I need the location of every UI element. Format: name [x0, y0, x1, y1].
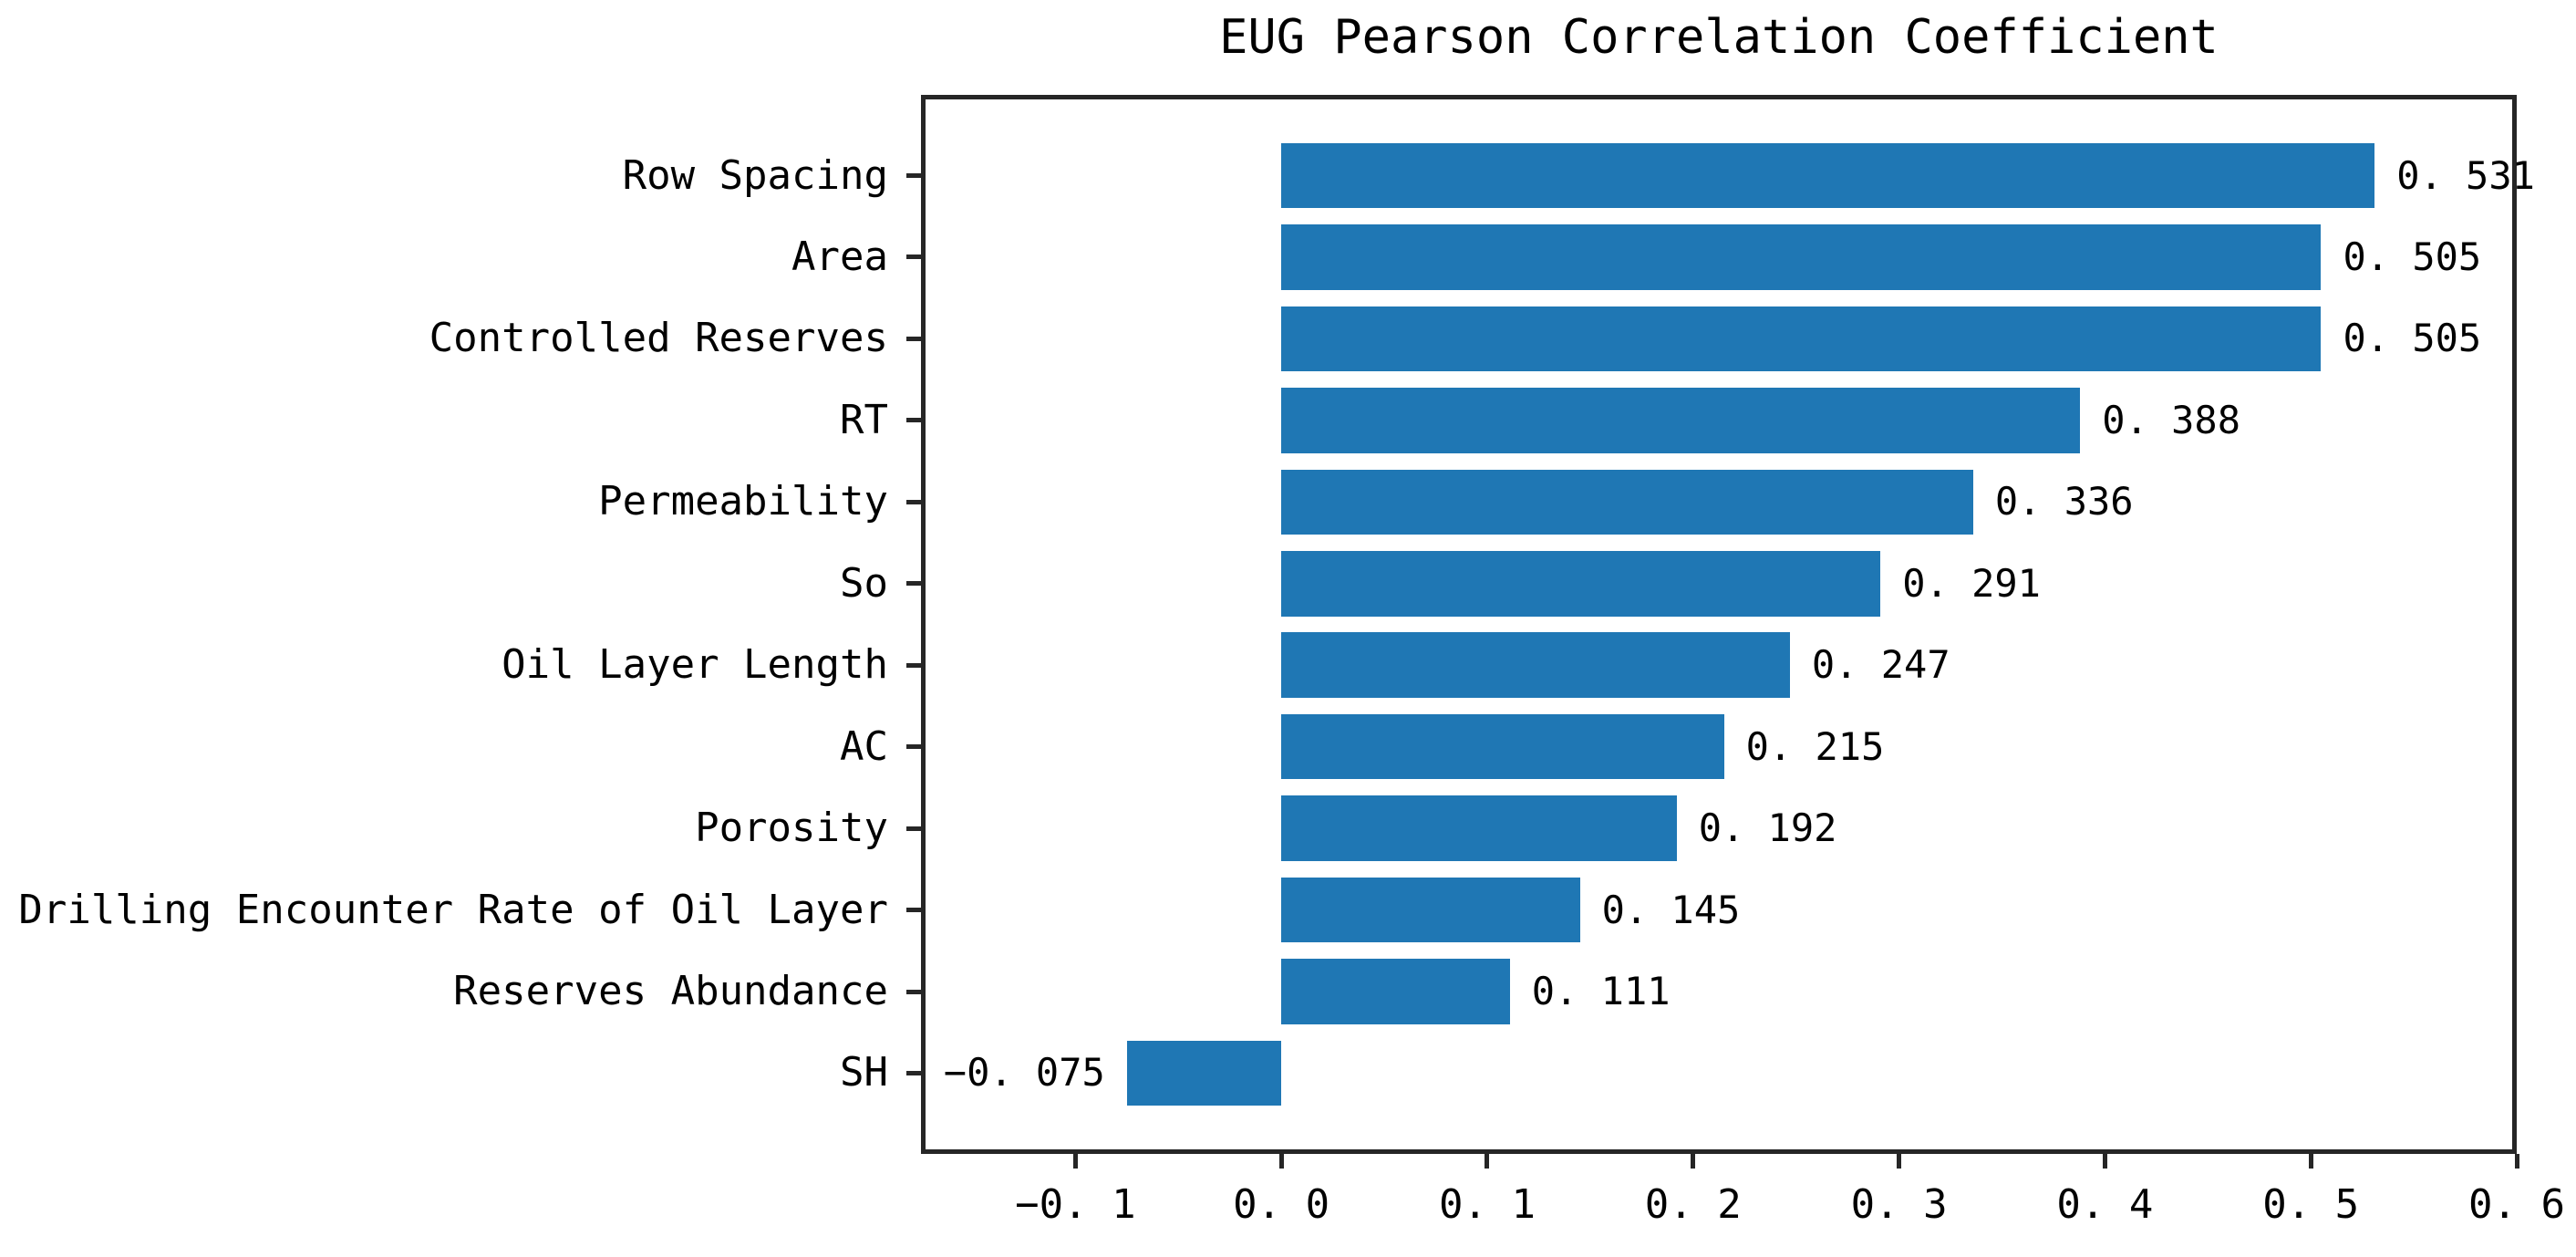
value-label-rt: 0. 388: [2102, 397, 2240, 442]
y-tick-sh: [906, 1070, 921, 1075]
x-tick-label-0: 0. 0: [1233, 1181, 1330, 1228]
category-label-oil-layer-length: Oil Layer Length: [502, 641, 888, 689]
x-tick-label--0.1: −0. 1: [1015, 1181, 1136, 1228]
bar-controlled-reserves: [1281, 306, 2322, 372]
bar-porosity: [1281, 795, 1677, 861]
bar-reserves-abundance: [1281, 959, 1510, 1024]
x-tick-label-0.6: 0. 6: [2468, 1181, 2565, 1228]
x-tick-label-0.2: 0. 2: [1644, 1181, 1742, 1228]
bar-ac: [1281, 713, 1724, 780]
x-tick-label-0.1: 0. 1: [1438, 1181, 1536, 1228]
y-tick-so: [906, 581, 921, 587]
value-label-reserves-abundance: 0. 111: [1531, 969, 1671, 1013]
value-label-row-spacing: 0. 531: [2396, 152, 2535, 198]
bar-so: [1281, 550, 1881, 617]
value-label-area: 0. 505: [2343, 234, 2482, 279]
y-tick-controlled-reserves: [906, 336, 921, 341]
x-tick-0.4: [2102, 1154, 2107, 1169]
category-label-drilling-encounter-rate-of-oil-layer: Drilling Encounter Rate of Oil Layer: [18, 886, 888, 933]
category-label-permeability: Permeability: [598, 478, 888, 525]
y-tick-area: [906, 255, 921, 260]
x-tick-label-0.5: 0. 5: [2262, 1181, 2360, 1228]
bar-row-spacing: [1281, 142, 2375, 209]
y-tick-reserves-abundance: [906, 989, 921, 994]
value-label-controlled-reserves: 0. 505: [2343, 316, 2482, 361]
category-label-so: So: [840, 559, 888, 607]
y-tick-row-spacing: [906, 173, 921, 179]
value-label-drilling-encounter-rate-of-oil-layer: 0. 145: [1601, 887, 1741, 932]
value-label-sh: −0. 075: [943, 1050, 1105, 1096]
x-tick-label-0.3: 0. 3: [1850, 1181, 1948, 1228]
x-tick--0.1: [1072, 1154, 1078, 1169]
y-tick-drilling-encounter-rate-of-oil-layer: [906, 908, 921, 913]
category-label-sh: SH: [840, 1049, 888, 1096]
x-tick-0.1: [1485, 1154, 1490, 1169]
bar-area: [1281, 224, 2322, 290]
y-tick-oil-layer-length: [906, 662, 921, 668]
category-label-porosity: Porosity: [695, 805, 888, 852]
bar-oil-layer-length: [1281, 632, 1790, 698]
bar-rt: [1281, 388, 2081, 453]
category-label-ac: AC: [840, 722, 888, 770]
value-label-permeability: 0. 336: [1994, 479, 2134, 525]
category-label-reserves-abundance: Reserves Abundance: [453, 968, 888, 1014]
x-tick-0.3: [1897, 1154, 1902, 1169]
value-label-porosity: 0. 192: [1698, 805, 1837, 851]
chart-title: EUG Pearson Correlation Coefficient: [1219, 10, 2219, 65]
x-tick-0: [1278, 1154, 1284, 1169]
x-tick-0.2: [1691, 1154, 1696, 1169]
value-label-so: 0. 291: [1902, 560, 2041, 606]
value-label-oil-layer-length: 0. 247: [1811, 642, 1950, 688]
x-tick-0.5: [2308, 1154, 2313, 1169]
category-label-controlled-reserves: Controlled Reserves: [429, 315, 888, 362]
y-tick-porosity: [906, 826, 921, 831]
category-label-row-spacing: Row Spacing: [622, 151, 888, 199]
bar-drilling-encounter-rate-of-oil-layer: [1281, 877, 1580, 943]
y-tick-permeability: [906, 499, 921, 504]
category-label-area: Area: [791, 233, 888, 280]
x-tick-label-0.4: 0. 4: [2056, 1181, 2154, 1228]
y-tick-ac: [906, 744, 921, 750]
y-tick-rt: [906, 418, 921, 423]
bar-sh: [1126, 1040, 1282, 1106]
bar-permeability: [1281, 469, 1973, 535]
value-label-ac: 0. 215: [1745, 723, 1885, 769]
x-tick-0.6: [2514, 1154, 2519, 1169]
category-label-rt: RT: [840, 396, 888, 443]
